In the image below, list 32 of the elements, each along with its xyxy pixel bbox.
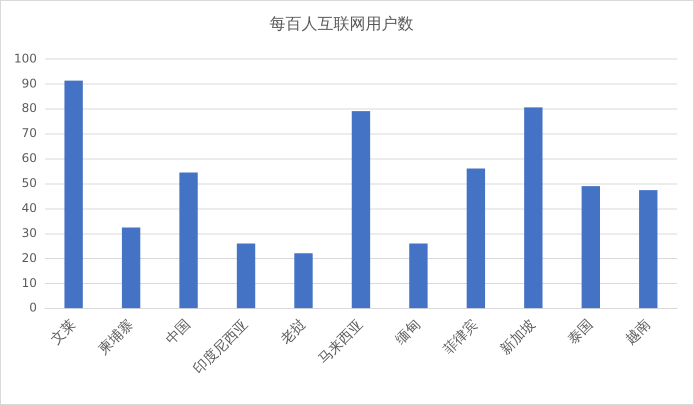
x-tick-label: 马来西亚 [315, 316, 366, 368]
y-tick-label: 80 [22, 101, 37, 116]
x-tick-label: 越南 [622, 316, 654, 348]
bar [122, 228, 140, 308]
x-tick-label: 新加坡 [498, 316, 539, 358]
y-tick-label: 100 [14, 51, 37, 66]
x-tick-label: 柬埔寨 [95, 316, 136, 358]
x-tick-label: 老挝 [278, 316, 309, 348]
y-tick-label: 40 [22, 200, 37, 215]
y-tick-label: 20 [22, 250, 37, 265]
bar [409, 244, 428, 308]
bar [294, 253, 313, 308]
y-tick-label: 60 [22, 151, 37, 166]
bar [639, 190, 658, 308]
bar [64, 80, 83, 308]
chart-title: 每百人互联网用户数 [270, 14, 414, 33]
bar [524, 107, 543, 308]
bar [236, 244, 256, 308]
y-tick-label: 0 [29, 300, 37, 315]
bar [352, 111, 370, 308]
y-tick-label: 30 [22, 226, 37, 240]
y-tick-label: 70 [22, 126, 37, 140]
x-tick-label: 缅甸 [392, 316, 424, 348]
x-tick-label: 菲律宾 [440, 316, 482, 358]
y-tick-label: 10 [22, 276, 37, 290]
y-tick-label: 90 [22, 76, 37, 90]
x-tick-label: 泰国 [565, 316, 596, 348]
y-tick-label: 50 [22, 176, 37, 190]
bar [466, 168, 486, 308]
x-tick-label: 文莱 [48, 316, 80, 348]
bar [582, 186, 600, 308]
bar [179, 172, 198, 308]
